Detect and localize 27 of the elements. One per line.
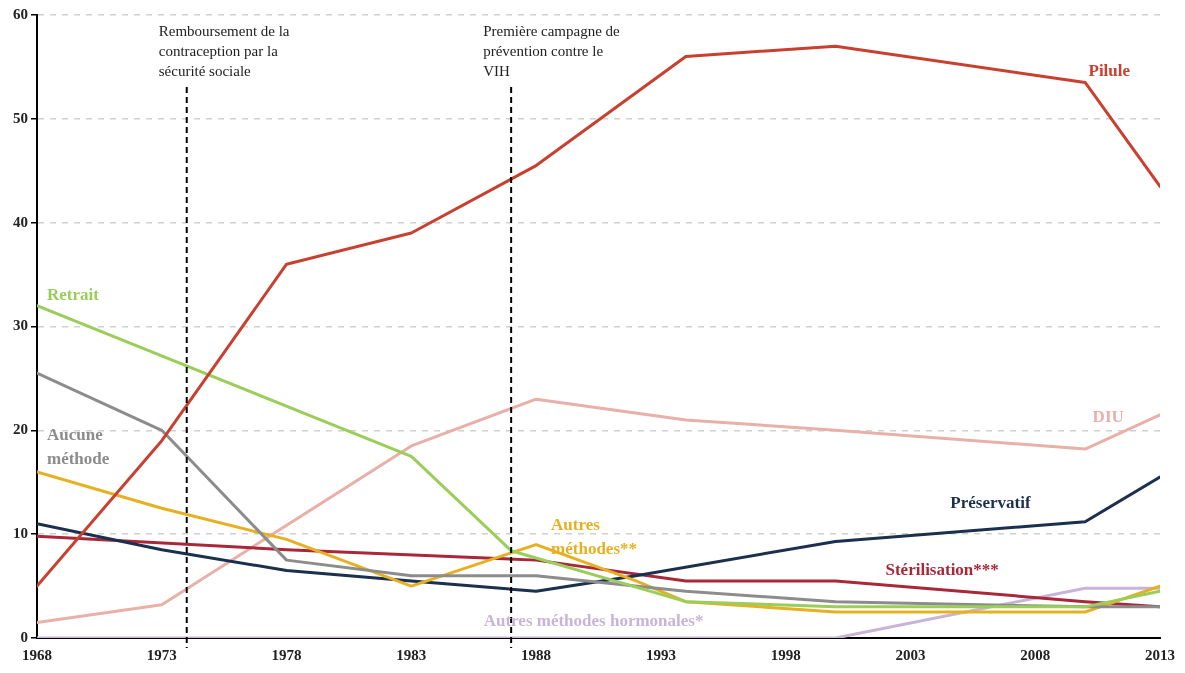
x-tick-label: 1983 xyxy=(396,646,427,663)
y-tick-label: 60 xyxy=(13,5,28,22)
y-tick-label: 0 xyxy=(20,628,28,645)
x-tick-label: 1998 xyxy=(770,646,801,663)
y-tick-label: 40 xyxy=(13,213,28,230)
x-tick-label: 2003 xyxy=(895,646,926,663)
series-label: Autres méthodes hormonales* xyxy=(483,610,704,630)
series-label: Autres méthodes** xyxy=(551,515,638,559)
x-tick-label: 1988 xyxy=(521,646,552,663)
ref-line-label: Remboursement de la contraception par la sécurité sociale xyxy=(158,23,290,80)
y-tick-label: 30 xyxy=(13,317,28,334)
x-tick-label: 1968 xyxy=(22,646,52,663)
x-tick-label: 1973 xyxy=(146,646,177,663)
y-tick-label: 10 xyxy=(13,525,28,542)
x-tick-label: 1978 xyxy=(271,646,302,663)
series-label: Pilule xyxy=(1088,61,1131,81)
x-tick-label: 1993 xyxy=(645,646,676,663)
y-tick-label: 20 xyxy=(13,421,28,438)
y-tick-label: 50 xyxy=(13,109,28,126)
series-label: Retrait xyxy=(46,284,100,304)
series-label: Aucune méthode xyxy=(46,424,110,468)
series-label: Préservatif xyxy=(950,493,1031,513)
x-tick-label: 2008 xyxy=(1020,646,1051,663)
x-tick-label: 2013 xyxy=(1145,646,1175,663)
ref-line-label: Première campagne de prévention contre le VIH xyxy=(483,23,621,80)
series-label: Stérilisation*** xyxy=(885,559,999,579)
series-label: DIU xyxy=(1092,407,1124,427)
